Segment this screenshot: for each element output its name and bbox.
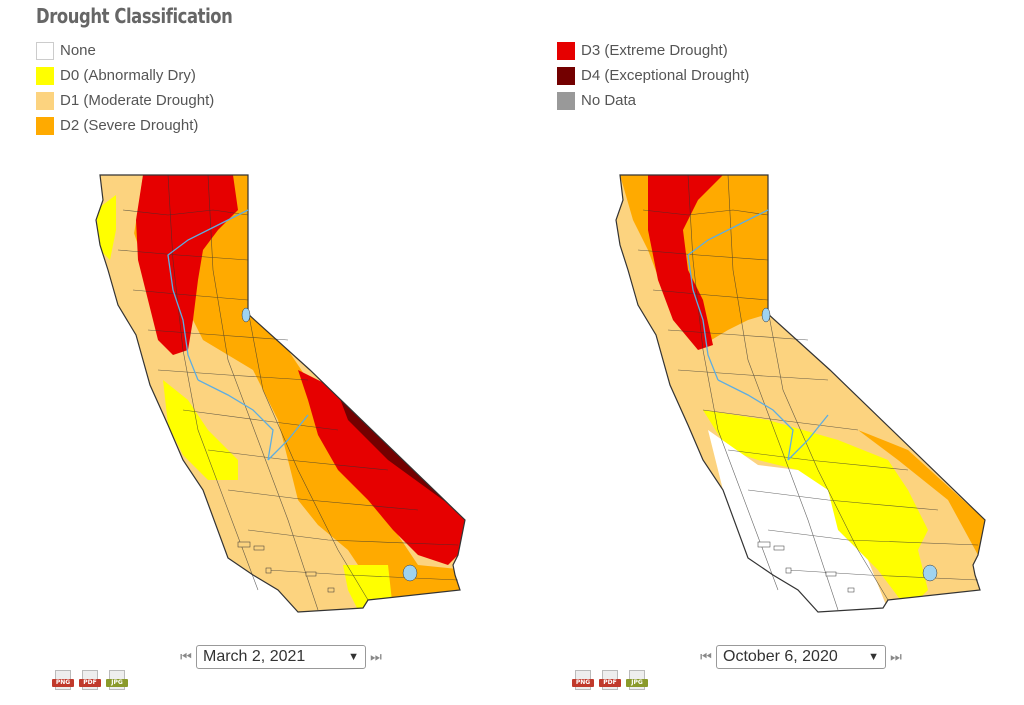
legend-label: No Data [581,92,637,109]
legend-swatch [557,66,575,85]
legend-left: None D0 (Abnormally Dry) D1 (Moderate Dr… [36,38,214,138]
date-select[interactable]: October 6, 2020 ▼ [716,645,886,669]
page-title: Drought Classification [36,4,233,28]
legend-swatch [36,116,54,135]
legend-swatch [36,66,54,85]
drought-map-october-2020 [615,174,986,613]
legend-item-d1: D1 (Moderate Drought) [36,88,214,113]
selected-date: October 6, 2020 [723,648,838,665]
jpg-export-icon[interactable]: JPG [106,670,128,692]
legend-item-d3: D3 (Extreme Drought) [557,38,749,63]
png-export-icon[interactable]: PNG [52,670,74,692]
drought-map-march-2021 [95,174,466,613]
legend-item-d0: D0 (Abnormally Dry) [36,63,214,88]
legend-label: D4 (Exceptional Drought) [581,67,750,84]
legend-swatch [36,91,54,110]
export-toolbar-right: PNG PDF JPG [572,670,648,692]
pdf-export-icon[interactable]: PDF [79,670,101,692]
previous-date-icon[interactable]: ⏮ [180,649,192,664]
date-nav-left: ⏮ March 2, 2021 ▼ ⏭ [178,645,384,669]
legend-label: D1 (Moderate Drought) [60,92,215,109]
date-select[interactable]: March 2, 2021 ▼ [196,645,366,669]
legend-label: D3 (Extreme Drought) [581,42,728,59]
legend-item-d4: D4 (Exceptional Drought) [557,63,749,88]
legend-label: D2 (Severe Drought) [60,117,199,134]
pdf-export-icon[interactable]: PDF [599,670,621,692]
legend-right: D3 (Extreme Drought) D4 (Exceptional Dro… [557,38,749,113]
png-export-icon[interactable]: PNG [572,670,594,692]
legend-item-d2: D2 (Severe Drought) [36,113,214,138]
legend-label: None [60,42,96,59]
selected-date: March 2, 2021 [203,648,306,665]
legend-item-none: None [36,38,214,63]
date-nav-right: ⏮ October 6, 2020 ▼ ⏭ [698,645,904,669]
chevron-down-icon: ▼ [348,651,359,663]
next-date-icon[interactable]: ⏭ [890,649,902,664]
legend-swatch [557,91,575,110]
export-toolbar-left: PNG PDF JPG [52,670,128,692]
legend-label: D0 (Abnormally Dry) [60,67,196,84]
next-date-icon[interactable]: ⏭ [370,649,382,664]
previous-date-icon[interactable]: ⏮ [700,649,712,664]
legend-swatch [36,41,54,60]
legend-item-no-data: No Data [557,88,749,113]
legend-swatch [557,41,575,60]
jpg-export-icon[interactable]: JPG [626,670,648,692]
chevron-down-icon: ▼ [868,651,879,663]
